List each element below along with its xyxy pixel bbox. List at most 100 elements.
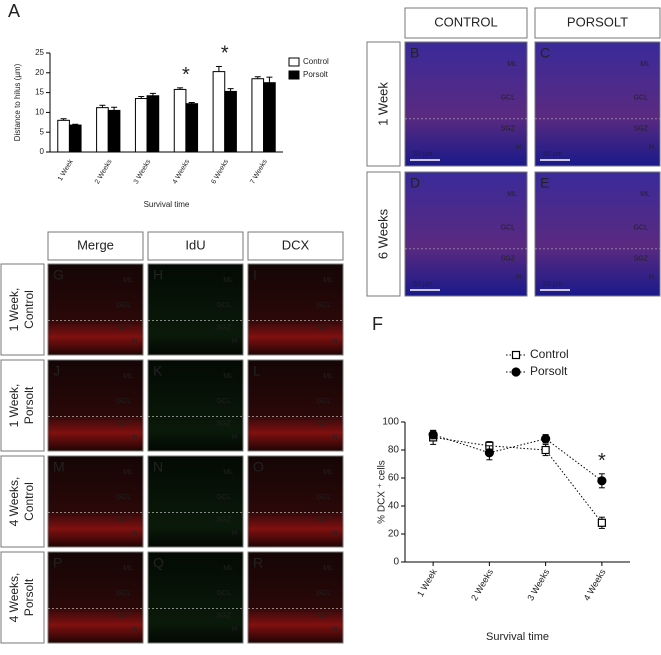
micrograph: [147, 359, 244, 452]
panel-letter: K: [153, 363, 163, 379]
series-line: [433, 436, 603, 524]
legend-label: Control: [530, 347, 569, 361]
region-label: ML: [323, 469, 333, 476]
y-tick-label: 40: [388, 501, 400, 512]
row-header: 6 Weeks: [375, 208, 390, 259]
data-point: [511, 367, 521, 377]
series-line: [432, 434, 603, 482]
bar: [146, 95, 160, 153]
region-label: H: [332, 434, 337, 441]
x-tick-label: 7 Weeks: [249, 158, 269, 185]
y-tick-label: 0: [40, 147, 45, 156]
scale-bar-label: 50 µm: [543, 281, 563, 288]
bar: [251, 78, 265, 153]
column-header: DCX: [282, 237, 310, 252]
x-tick-label: 6 Weeks: [210, 158, 230, 185]
row-header: Control: [22, 290, 36, 329]
y-tick-label: 5: [40, 127, 45, 136]
micrograph: [534, 171, 661, 297]
row-header-box: [0, 551, 45, 644]
data-point: [541, 434, 551, 444]
y-tick-label: 80: [388, 445, 400, 456]
region-label: SGZ: [317, 421, 332, 428]
row-header-box: [366, 171, 401, 297]
region-label: H: [232, 338, 237, 345]
x-tick-label: 3 Weeks: [133, 158, 153, 185]
region-label: GCL: [501, 95, 516, 102]
region-label: GCL: [501, 225, 516, 232]
region-label: GCL: [634, 225, 649, 232]
micrograph: [247, 551, 344, 644]
region-label: SGZ: [634, 126, 649, 133]
y-tick-label: 20: [35, 68, 44, 77]
region-label: SGZ: [217, 517, 232, 524]
region-label: ML: [123, 277, 133, 284]
region-label: ML: [507, 61, 517, 68]
micrograph: [247, 359, 344, 452]
scale-bar-label: 50 µm: [413, 281, 433, 288]
bar: [107, 109, 121, 153]
region-label: SGZ: [217, 421, 232, 428]
region-label: SGZ: [317, 613, 332, 620]
panel-label: F: [372, 314, 383, 334]
y-tick-label: 0: [393, 557, 399, 568]
column-header-box: [247, 231, 344, 261]
column-header-box: [404, 7, 528, 39]
x-tick-label: 1 Week: [415, 567, 439, 599]
panel-letter: R: [253, 555, 263, 571]
row-header: Porsolt: [22, 578, 36, 616]
region-label: GCL: [317, 302, 332, 309]
bar: [68, 124, 82, 153]
panel-letter: C: [540, 45, 550, 61]
y-tick-label: 15: [35, 88, 44, 97]
significance-mark: *: [598, 450, 606, 472]
region-label: H: [232, 626, 237, 633]
column-header: Merge: [77, 237, 114, 252]
panel-letter: O: [253, 459, 264, 475]
region-label: GCL: [217, 494, 232, 501]
region-label: H: [132, 434, 137, 441]
data-point: [541, 445, 550, 455]
panel-letter: E: [540, 175, 549, 191]
row-header: 1 Week: [375, 82, 390, 126]
panel-letter: H: [153, 267, 163, 283]
bar: [134, 98, 148, 153]
region-label: GCL: [634, 95, 649, 102]
y-tick-label: 20: [388, 529, 400, 540]
region-label: GCL: [117, 302, 132, 309]
region-label: ML: [323, 277, 333, 284]
data-point: [597, 518, 606, 527]
row-header: Control: [22, 482, 36, 521]
bar: [173, 88, 187, 153]
panel-letter: J: [53, 363, 60, 379]
region-label: H: [232, 530, 237, 537]
region-label: SGZ: [317, 517, 332, 524]
y-tick-label: 60: [388, 473, 400, 484]
region-label: ML: [640, 191, 650, 198]
region-label: SGZ: [634, 256, 649, 263]
significance-mark: *: [221, 43, 229, 65]
row-header-box: [366, 41, 401, 167]
region-label: SGZ: [117, 517, 132, 524]
row-header-box: [0, 263, 45, 356]
panel-letter: B: [410, 45, 419, 61]
panel-letter: N: [153, 459, 163, 475]
micrograph: [47, 359, 144, 452]
region-label: SGZ: [317, 325, 332, 332]
legend-swatch: [288, 57, 300, 67]
region-label: GCL: [317, 398, 332, 405]
bar: [224, 90, 237, 153]
region-label: H: [132, 530, 137, 537]
micrograph: [247, 455, 344, 548]
bar: [212, 71, 226, 153]
region-label: H: [132, 626, 137, 633]
panel-letter: D: [410, 175, 420, 191]
region-label: ML: [223, 277, 233, 284]
row-header: 4 Weeks,: [7, 477, 21, 527]
panel-letter: Q: [153, 555, 164, 571]
significance-mark: *: [182, 64, 190, 86]
region-label: SGZ: [501, 126, 516, 133]
y-axis-label: % DCX ⁺ cells: [377, 460, 388, 524]
micrograph: [534, 41, 661, 167]
